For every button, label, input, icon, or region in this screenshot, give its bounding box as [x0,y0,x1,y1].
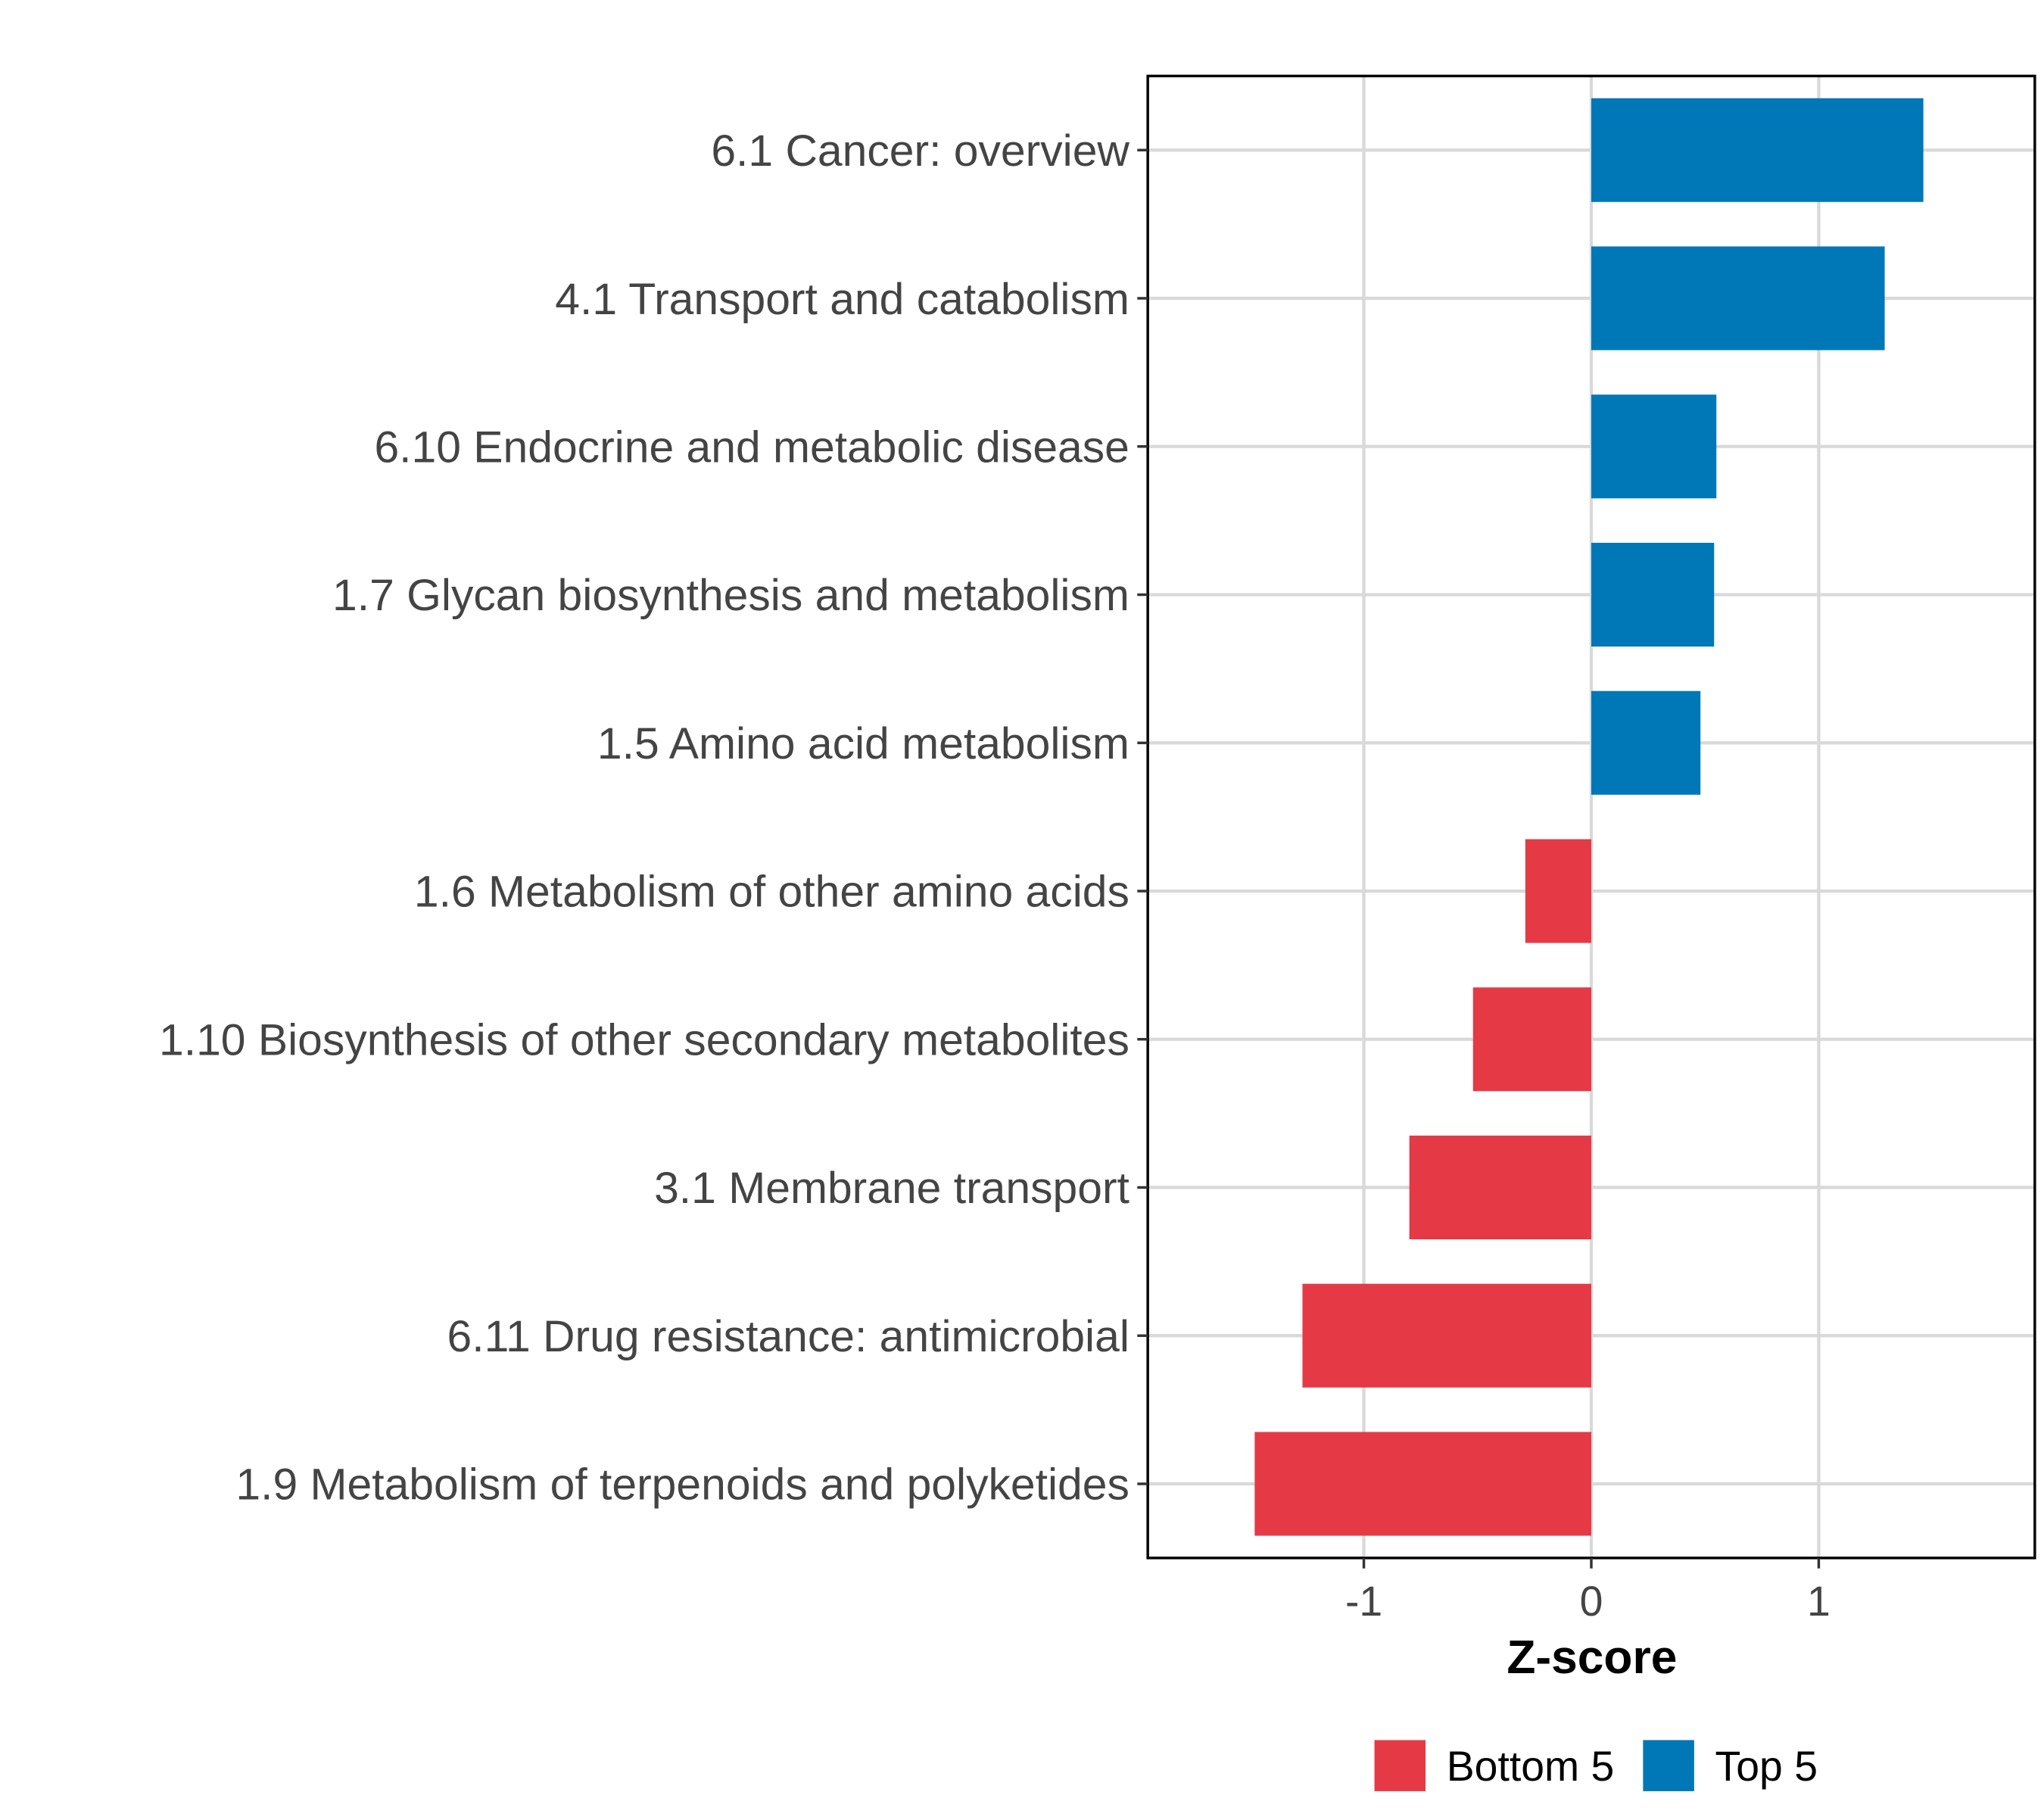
y-tick-label: 6.10 Endocrine and metabolic disease [374,423,1129,472]
y-tick-label: 1.9 Metabolism of terpenoids and polyket… [235,1460,1129,1510]
legend-label: Bottom 5 [1447,1743,1615,1790]
y-tick-label: 1.5 Amino acid metabolism [597,719,1129,768]
y-tick-label: 4.1 Transport and catabolism [555,275,1129,324]
bar-top [1591,246,1885,351]
x-axis: -1 0 1 [1345,1557,1831,1625]
bar-top [1591,98,1924,202]
bar-bottom [1472,987,1592,1092]
bar-top [1591,394,1717,499]
legend-swatch [1643,1740,1694,1791]
legend: Bottom 5 Top 5 [1374,1740,1818,1791]
legend-swatch [1374,1740,1426,1791]
y-tick-label: 1.10 Biosynthesis of other secondary met… [159,1015,1129,1064]
y-tick-label: 6.1 Cancer: overview [711,126,1129,176]
x-tick-label: 1 [1807,1578,1831,1625]
y-tick-label: 1.6 Metabolism of other amino acids [414,868,1129,917]
legend-label: Top 5 [1715,1743,1818,1790]
y-axis: 6.1 Cancer: overview 4.1 Transport and ca… [159,126,1148,1510]
y-tick-label: 3.1 Membrane transport [654,1164,1129,1213]
x-axis-title: Z-score [1507,1632,1677,1684]
bar-top [1591,542,1715,647]
x-tick-label: 0 [1580,1578,1603,1625]
bar-bottom [1254,1432,1592,1536]
bars [1254,98,1924,1536]
bar-bottom [1409,1135,1592,1239]
bar-bottom [1525,839,1592,943]
bar-bottom [1302,1283,1592,1388]
bar-top [1591,690,1701,795]
y-tick-label: 1.7 Glycan biosynthesis and metabolism [332,571,1129,620]
x-tick-label: -1 [1345,1578,1382,1625]
y-tick-label: 6.11 Drug resistance: antimicrobial [447,1312,1129,1361]
